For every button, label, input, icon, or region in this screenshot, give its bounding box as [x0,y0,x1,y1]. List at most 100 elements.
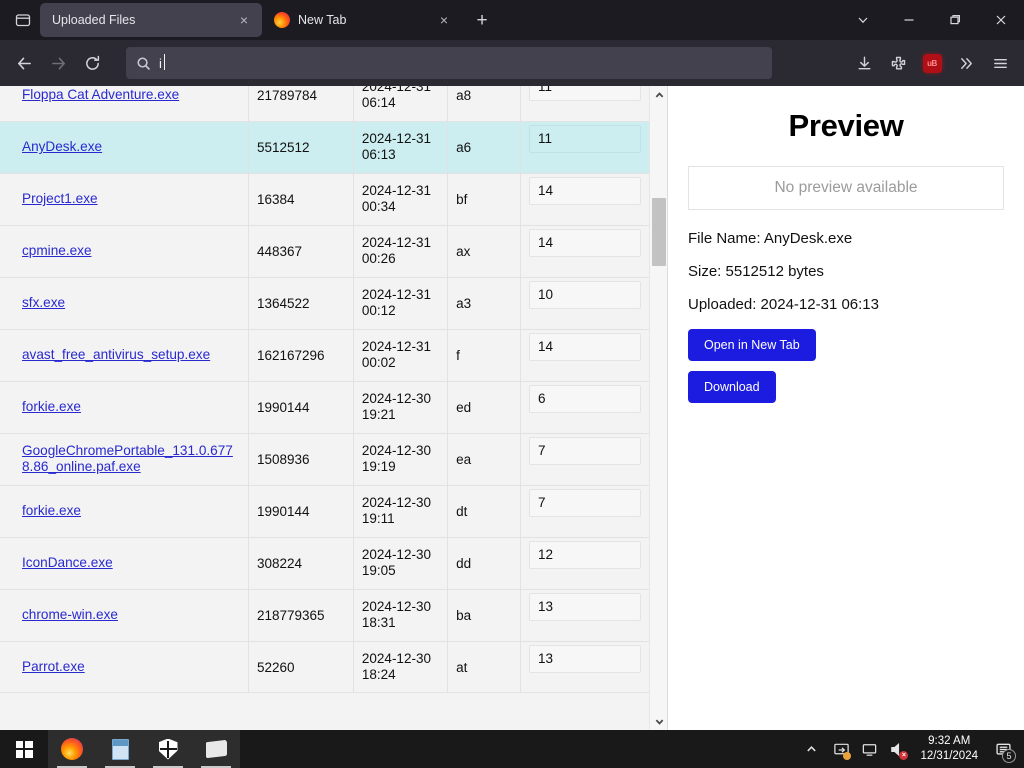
scroll-down-arrow-icon[interactable] [650,712,667,730]
tab-new-tab[interactable]: New Tab × [262,3,462,37]
file-size-cell: 52260 [248,641,354,693]
file-hash-cell: a8 [447,86,521,122]
clock-time: 9:32 AM [928,735,971,748]
clock-date: 12/31/2024 [920,750,978,762]
table-row[interactable]: Floppa Cat Adventure.exe 21789784 2024-12-… [0,86,649,122]
file-count-cell: 14 [520,329,649,382]
volume-muted-icon[interactable]: × [884,730,910,768]
page-scrollbar[interactable] [649,86,667,730]
file-date-text: 2024-12-31 06:13 [361,130,431,163]
display-icon[interactable] [856,730,882,768]
table-row[interactable]: Parrot.exe 52260 2024-12-30 18:24 at 13 [0,641,649,693]
reload-icon[interactable] [76,47,108,79]
table-row[interactable]: sfx.exe 1364522 2024-12-31 00:12 a3 10 [0,277,649,330]
open-in-new-tab-button[interactable]: Open in New Tab [688,329,816,361]
file-count-box[interactable]: 6 [528,385,641,414]
ublock-origin-icon[interactable]: uB [916,47,948,79]
windows-start-icon[interactable] [0,730,48,768]
address-bar[interactable]: i [126,47,772,79]
file-name-link[interactable]: cpmine.exe [22,242,92,258]
file-table-scroll-region: Floppa Cat Adventure.exe 21789784 2024-12-… [0,86,649,730]
file-count-box[interactable]: 14 [528,229,641,258]
file-count-box[interactable]: 12 [528,541,641,570]
file-name-link[interactable]: chrome-win.exe [22,606,118,622]
file-date-cell: 2024-12-30 19:05 [353,537,449,590]
table-row[interactable]: IconDance.exe 308224 2024-12-30 19:05 dd 12 [0,537,649,590]
minimize-button[interactable] [886,0,932,40]
notification-count-badge: 5 [1002,749,1016,763]
file-count-box[interactable]: 13 [528,593,641,622]
file-name-link[interactable]: IconDance.exe [22,554,113,570]
file-name-link[interactable]: AnyDesk.exe [22,139,103,155]
taskbar-firefox-icon[interactable] [48,730,96,768]
file-name-link[interactable]: Parrot.exe [22,658,85,674]
file-count-cell: 13 [520,641,649,693]
file-count-box[interactable]: 7 [528,437,641,466]
list-all-tabs-icon[interactable] [840,0,886,40]
download-button[interactable]: Download [688,371,776,403]
table-row[interactable]: forkie.exe 1990144 2024-12-30 19:11 dt 7 [0,485,649,538]
back-arrow-icon[interactable] [8,47,40,79]
file-count-box[interactable]: 14 [528,333,641,362]
tab-close-icon[interactable]: × [439,12,449,28]
table-row[interactable]: GoogleChromePortable_131.0.6778.86_onlin… [0,433,649,486]
table-row[interactable]: Project1.exe 16384 2024-12-31 00:34 bf 14 [0,173,649,226]
tab-title: New Tab [298,13,347,27]
file-table-pane: Floppa Cat Adventure.exe 21789784 2024-12-… [0,86,668,730]
app-menu-icon[interactable] [984,47,1016,79]
file-size-cell: 308224 [248,537,354,590]
file-count-box[interactable]: 11 [528,86,641,102]
file-hash-cell: at [447,641,521,693]
file-size-cell: 21789784 [248,86,354,122]
file-name-link[interactable]: Project1.exe [22,191,98,207]
file-hash-cell: f [447,329,521,382]
taskbar-windows-defender-icon[interactable] [144,730,192,768]
file-date-cell: 2024-12-30 19:11 [353,485,449,538]
table-row[interactable]: avast_free_antivirus_setup.exe 162167296 2… [0,329,649,382]
file-name-link[interactable]: forkie.exe [22,398,81,414]
tab-list-icon[interactable] [6,3,40,37]
file-count-cell: 11 [520,86,649,122]
notifications-icon[interactable]: 5 [988,730,1018,768]
file-count-box[interactable]: 13 [528,645,641,673]
file-name-link[interactable]: forkie.exe [22,502,81,518]
table-row[interactable]: AnyDesk.exe 5512512 2024-12-31 06:13 a6 11 [0,121,649,174]
file-count-cell: 10 [520,277,649,330]
file-name-link[interactable]: GoogleChromePortable_131.0.6778.86_onlin… [22,442,233,475]
taskbar-file-explorer-icon[interactable] [192,730,240,768]
maximize-button[interactable] [932,0,978,40]
tab-uploaded-files[interactable]: Uploaded Files × [40,3,262,37]
file-date-cell: 2024-12-31 00:34 [353,173,449,226]
scrollbar-thumb[interactable] [652,198,666,266]
table-row[interactable]: cpmine.exe 448367 2024-12-31 00:26 ax 14 [0,225,649,278]
firefox-logo-icon [274,12,290,28]
taskbar-calculator-icon[interactable] [96,730,144,768]
file-size-cell: 162167296 [248,329,354,382]
downloads-icon[interactable] [848,47,880,79]
preview-uploaded-date: Uploaded: 2024-12-31 06:13 [688,296,879,313]
tab-close-icon[interactable]: × [239,12,249,28]
scroll-up-arrow-icon[interactable] [650,86,667,104]
file-count-cell: 6 [520,381,649,434]
network-warning-icon[interactable] [828,730,854,768]
table-row[interactable]: chrome-win.exe 218779365 2024-12-30 18:31 b… [0,589,649,642]
file-size-cell: 1990144 [248,381,354,434]
file-hash-cell: ea [447,433,521,486]
file-name-link[interactable]: avast_free_antivirus_setup.exe [22,346,211,362]
close-button[interactable] [978,0,1024,40]
file-count-box[interactable]: 11 [528,125,641,154]
file-count-box[interactable]: 7 [528,489,641,518]
file-count-box[interactable]: 14 [528,177,641,206]
new-tab-button[interactable]: + [476,9,488,31]
file-name-link[interactable]: Floppa Cat Adventure.exe [22,87,180,103]
chevron-up-icon[interactable] [796,730,826,768]
overflow-chevrons-icon[interactable] [950,47,982,79]
file-name-link[interactable]: sfx.exe [22,294,66,310]
browser-window: Uploaded Files × New Tab × + [0,0,1024,730]
taskbar-clock[interactable]: 9:32 AM 12/31/2024 [912,734,986,763]
extensions-icon[interactable] [882,47,914,79]
file-date-text: 2024-12-30 19:21 [361,390,431,423]
table-row[interactable]: forkie.exe 1990144 2024-12-30 19:21 ed 6 [0,381,649,434]
file-count-box[interactable]: 10 [528,281,641,310]
file-size-cell: 218779365 [248,589,354,642]
